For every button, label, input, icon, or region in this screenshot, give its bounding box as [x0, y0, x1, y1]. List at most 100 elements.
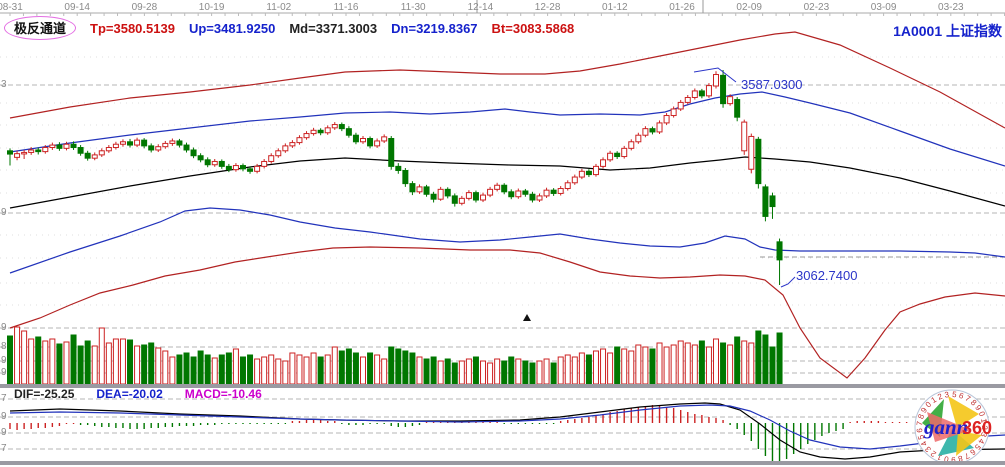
date-tick-label: 12-14 — [467, 2, 494, 13]
volume-bar — [480, 360, 487, 385]
indicator-header: 极反通道 Tp=3580.5139 Up=3481.9250 Md=3371.3003… — [4, 16, 574, 40]
y-axis-label: 8 — [1, 340, 7, 352]
candle-body — [592, 165, 599, 176]
candle-body — [14, 153, 21, 158]
volume-bar — [416, 356, 423, 385]
candle-body — [232, 165, 239, 171]
candle-body — [35, 149, 42, 153]
y-axis-label: 9 — [1, 410, 7, 422]
volume-bar — [458, 360, 465, 385]
volume-bar — [232, 348, 239, 385]
volume-bar — [487, 362, 494, 385]
volume-bar — [529, 362, 536, 385]
volume-bar — [98, 327, 105, 385]
macd-dif-line — [9, 402, 1005, 460]
volume-bar — [578, 352, 585, 385]
channel-middle-line — [9, 156, 1005, 209]
candle-body — [628, 141, 635, 149]
volume-bar — [275, 358, 282, 385]
date-tick-label: 11-30 — [400, 2, 426, 13]
volume-bar — [105, 342, 112, 385]
candle-body — [748, 135, 755, 170]
macd-dea-line — [9, 404, 1005, 450]
date-tick-label: 09-28 — [131, 2, 158, 13]
channel-value-md: Md=3371.3003 — [289, 21, 378, 36]
bottom-border — [0, 461, 1005, 465]
symbol-name: 上证指数 — [946, 23, 1002, 39]
volume-bar — [56, 343, 63, 385]
candle-body — [119, 141, 126, 145]
y-axis-label: 9 — [1, 354, 7, 366]
candle-body — [536, 195, 543, 201]
date-tick-label: 03-09 — [870, 2, 897, 13]
candle-body — [218, 160, 225, 167]
candle-body — [409, 183, 416, 193]
candle-body — [63, 143, 70, 149]
candle-body — [317, 129, 324, 134]
volume-bar — [698, 340, 705, 385]
volume-bar — [628, 350, 635, 385]
candle-body — [684, 96, 691, 103]
volume-bar — [49, 338, 56, 385]
volume-bar — [14, 326, 21, 385]
y-axis-label: 3 — [1, 78, 7, 90]
volume-bar — [677, 340, 684, 385]
candle-body — [388, 137, 395, 167]
date-tick-label: 09-14 — [64, 2, 90, 13]
candle-body — [395, 165, 402, 171]
candle-body — [494, 184, 501, 190]
volume-bar — [176, 354, 183, 385]
dif-value: DIF=-25.25 — [14, 387, 75, 401]
channel-top-line — [9, 31, 1005, 129]
volume-bar — [282, 360, 289, 385]
candle-body — [77, 147, 84, 154]
candle-body — [360, 137, 366, 143]
candle-body — [607, 152, 614, 161]
volume-bar — [352, 352, 359, 385]
indicator-name-badge[interactable]: 极反通道 — [4, 16, 77, 40]
volume-bar — [748, 342, 755, 385]
volume-bar — [776, 332, 783, 385]
volume-bar — [607, 352, 614, 385]
candle-body — [211, 160, 218, 166]
volume-bar — [42, 340, 49, 385]
volume-bar — [501, 360, 508, 385]
candle-body — [543, 189, 550, 197]
volume-bar — [190, 356, 197, 385]
volume-bar — [296, 354, 303, 385]
candle-body — [423, 186, 430, 195]
y-axis-label: 9 — [1, 206, 7, 218]
candle-body — [367, 137, 374, 147]
candle-body — [84, 152, 91, 159]
volume-bar — [522, 360, 529, 385]
volume-bar — [254, 358, 261, 385]
candle-body — [776, 241, 783, 261]
candle-body — [451, 195, 458, 204]
candle-body — [677, 101, 684, 110]
volume-bar — [338, 350, 345, 385]
candle-body — [705, 85, 712, 97]
candle-body — [656, 122, 663, 133]
volume-bar — [635, 344, 642, 385]
volume-bar — [409, 352, 416, 385]
logo-brand-text: gann — [923, 415, 968, 439]
candle-body — [282, 145, 289, 152]
candle-body — [571, 176, 578, 184]
candle-body — [247, 168, 254, 172]
candle-body — [127, 141, 134, 146]
candle-body — [465, 192, 472, 199]
candle-body — [275, 150, 282, 157]
volume-bar — [550, 362, 557, 385]
volume-bar — [345, 348, 352, 385]
candle-body — [472, 192, 479, 201]
volume-bar — [684, 342, 691, 385]
candle-body — [105, 147, 112, 152]
volume-bar — [395, 348, 402, 385]
y-axis-label: 9 — [1, 321, 7, 333]
gann360-logo-icon: 567890123456789012345678901234gann360 — [914, 389, 992, 465]
candle-body — [289, 142, 296, 147]
volume-bar — [211, 357, 218, 385]
candle-body — [529, 193, 536, 201]
